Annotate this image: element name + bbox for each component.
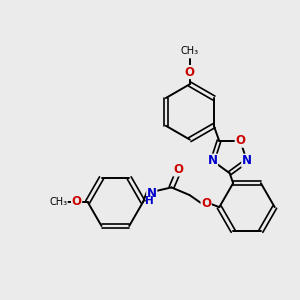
Text: N: N <box>147 187 157 200</box>
Text: CH₃: CH₃ <box>181 46 199 56</box>
Text: O: O <box>235 134 245 147</box>
Text: O: O <box>173 163 183 176</box>
Text: N: N <box>242 154 252 167</box>
Text: N: N <box>208 154 218 167</box>
Text: O: O <box>185 66 195 79</box>
Text: CH₃: CH₃ <box>49 197 67 207</box>
Text: H: H <box>145 196 154 206</box>
Text: O: O <box>201 197 211 210</box>
Text: O: O <box>72 196 82 208</box>
